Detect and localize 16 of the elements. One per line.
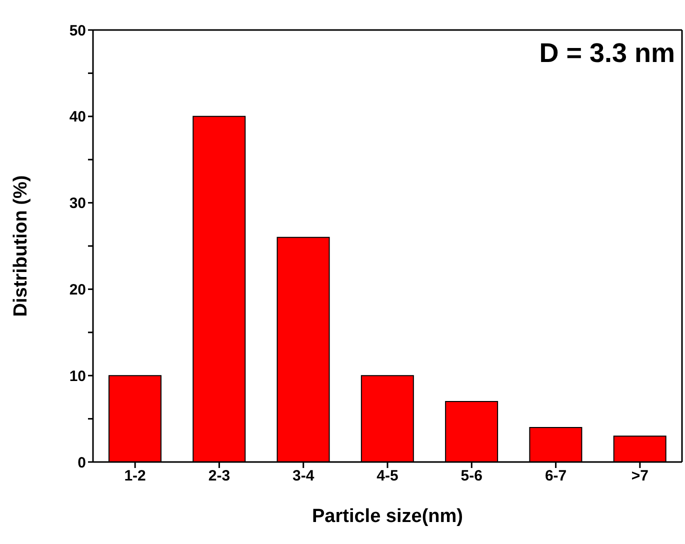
y-tick-label: 30 — [69, 195, 86, 212]
y-tick-label: 10 — [69, 368, 86, 385]
x-tick-label: >7 — [631, 468, 648, 485]
x-tick-label: 5-6 — [460, 468, 482, 485]
y-tick-label: 20 — [69, 282, 86, 299]
y-tick-label: 40 — [69, 108, 86, 126]
y-tick-label: 0 — [78, 454, 86, 472]
x-tick-label: 1-2 — [124, 468, 146, 485]
y-tick-label: 50 — [69, 22, 86, 40]
x-axis-title: Particle size(nm) — [312, 506, 463, 527]
annotation: D = 3.3 nm — [539, 38, 675, 69]
x-tick-label: 4-5 — [376, 468, 398, 485]
x-tick-label: 6-7 — [544, 468, 567, 485]
x-tick-label: 3-4 — [292, 468, 315, 485]
x-tick-label: 2-3 — [208, 468, 230, 485]
y-axis-title: Distribution (%) — [10, 175, 32, 317]
